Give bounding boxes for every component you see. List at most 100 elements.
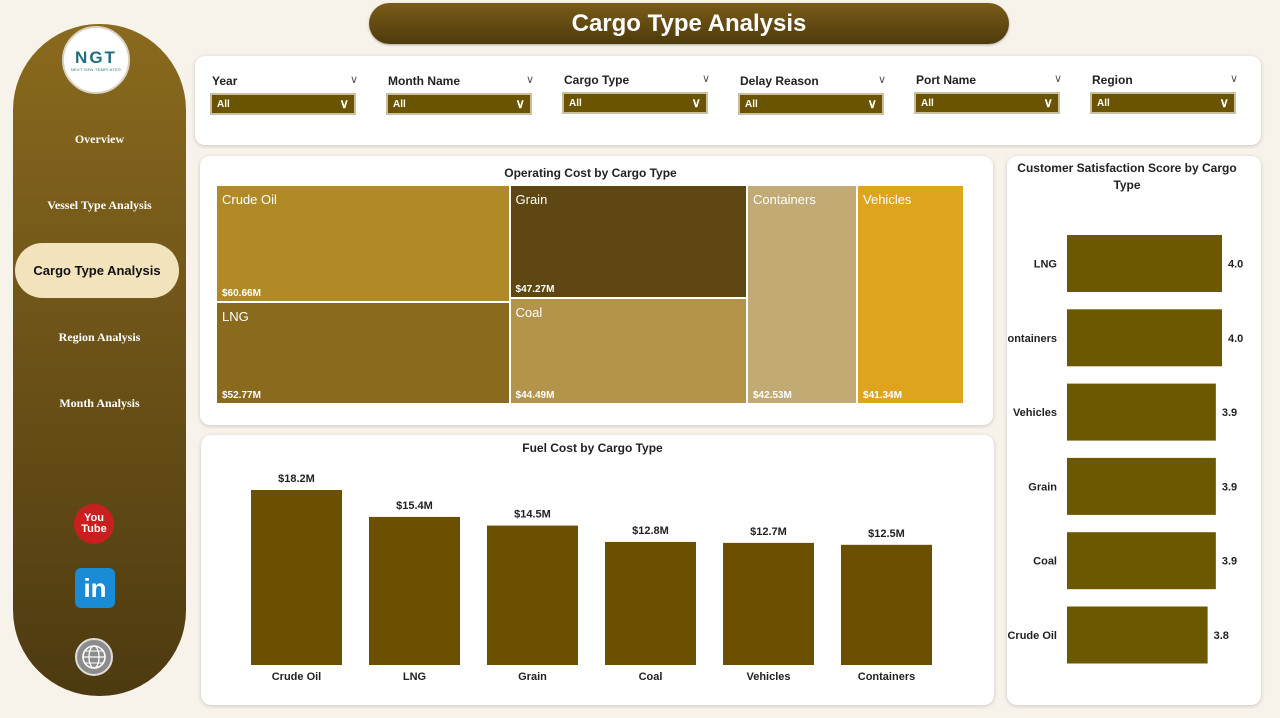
nav-month-analysis[interactable]: Month Analysis bbox=[59, 396, 140, 410]
fuel-bar-label: $18.2M bbox=[278, 473, 315, 485]
satisfaction-bar-crude-oil[interactable] bbox=[1067, 606, 1208, 664]
chevron-down-icon[interactable]: ∨ bbox=[701, 73, 710, 85]
chevron-down-icon[interactable]: ∨ bbox=[1053, 73, 1062, 85]
youtube-label: You Tube bbox=[81, 512, 107, 535]
tile-value: $60.66M bbox=[222, 288, 261, 300]
satisfaction-bar-coal[interactable] bbox=[1067, 532, 1216, 590]
tile-value: $44.49M bbox=[515, 389, 555, 401]
youtube-icon[interactable]: You Tube bbox=[74, 504, 114, 544]
logo: NGT NEXT GEN TEMPLATES bbox=[62, 26, 130, 94]
filter-value: All bbox=[745, 99, 758, 110]
satisfaction-bar-grain[interactable] bbox=[1067, 457, 1216, 515]
filter-dropdown[interactable]: All ∨ bbox=[386, 93, 532, 115]
fuel-bar-lng[interactable] bbox=[369, 516, 460, 665]
filter-label: Port Name bbox=[916, 73, 977, 87]
filter-value: All bbox=[921, 98, 934, 109]
logo-text: NGT bbox=[75, 47, 117, 67]
filter-label: Delay Reason bbox=[740, 74, 819, 88]
fuel-category-label: Containers bbox=[858, 671, 915, 683]
tile-value: $41.34M bbox=[863, 390, 902, 401]
satisfaction-value-label: 3.9 bbox=[1222, 481, 1237, 493]
fuel-bar-vehicles[interactable] bbox=[723, 542, 814, 665]
operating-cost-treemap: Crude Oil $60.66M LNG $52.77M Grain $47.27M Co… bbox=[216, 185, 964, 404]
nav-cargo-type-analysis[interactable]: Cargo Type Analysis bbox=[15, 243, 179, 298]
treemap-tile-coal[interactable]: Coal $44.49M bbox=[509, 297, 747, 404]
chevron-down-icon[interactable]: ∨ bbox=[349, 74, 358, 86]
satisfaction-bar-vehicles[interactable] bbox=[1067, 383, 1216, 441]
filter-label: Year bbox=[212, 74, 238, 88]
satisfaction-bar-lng[interactable] bbox=[1067, 235, 1222, 292]
treemap-tile-grain[interactable]: Grain $47.27M bbox=[509, 185, 747, 298]
filter-panel: Year ∨ All ∨ Month Name ∨ All ∨ Cargo Type ∨ All ∨ D… bbox=[195, 56, 1261, 145]
operating-cost-title: Operating Cost by Cargo Type bbox=[504, 166, 677, 180]
fuel-cost-title: Fuel Cost by Cargo Type bbox=[522, 441, 663, 455]
filter-dropdown[interactable]: All ∨ bbox=[738, 93, 884, 115]
fuel-category-label: Grain bbox=[518, 671, 547, 683]
filter-dropdown[interactable]: All ∨ bbox=[562, 92, 708, 114]
satisfaction-chart: LNG 4.0 Containers 4.0 Vehicles 3.9 Grain 3.9 Co… bbox=[1007, 235, 1243, 664]
chevron-down-icon[interactable]: ∨ bbox=[877, 74, 886, 86]
fuel-category-label: Crude Oil bbox=[272, 671, 322, 683]
fuel-category-label: Coal bbox=[639, 671, 663, 683]
filter-label: Region bbox=[1092, 73, 1133, 87]
satisfaction-bar-containers[interactable] bbox=[1067, 309, 1222, 367]
satisfaction-value-label: 4.0 bbox=[1228, 333, 1243, 345]
fuel-bar-label: $12.7M bbox=[750, 526, 787, 538]
filter-dropdown[interactable]: All ∨ bbox=[1090, 92, 1236, 114]
page-title: Cargo Type Analysis bbox=[369, 3, 1009, 44]
fuel-bar-label: $12.8M bbox=[632, 525, 669, 537]
nav-vessel-type-analysis[interactable]: Vessel Type Analysis bbox=[47, 198, 152, 212]
fuel-category-label: Vehicles bbox=[746, 671, 790, 683]
filter-value: All bbox=[569, 98, 582, 109]
satisfaction-category-label: Coal bbox=[1033, 556, 1057, 568]
linkedin-icon[interactable]: in bbox=[75, 568, 115, 608]
fuel-category-label: LNG bbox=[403, 671, 426, 683]
linkedin-label: in bbox=[83, 572, 107, 603]
tile-name: Crude Oil bbox=[222, 192, 277, 207]
treemap-tile-lng[interactable]: LNG $52.77M bbox=[216, 302, 510, 404]
filter-label: Cargo Type bbox=[564, 73, 630, 87]
sidebar: NGT NEXT GEN TEMPLATES Overview Vessel T… bbox=[13, 24, 186, 696]
caret-down-icon: ∨ bbox=[1043, 95, 1053, 110]
chevron-down-icon[interactable]: ∨ bbox=[525, 74, 534, 86]
caret-down-icon: ∨ bbox=[1219, 95, 1229, 110]
filter-value: All bbox=[1097, 98, 1110, 109]
tile-name: LNG bbox=[222, 309, 249, 325]
fuel-bar-crude-oil[interactable] bbox=[251, 490, 342, 665]
globe-icon[interactable] bbox=[75, 638, 113, 676]
satisfaction-category-label: Grain bbox=[1028, 481, 1057, 493]
tile-name: Vehicles bbox=[863, 192, 912, 207]
logo-subtitle: NEXT GEN TEMPLATES bbox=[70, 66, 122, 72]
satisfaction-title: Customer Satisfaction Score by Cargo Typ… bbox=[1017, 161, 1237, 192]
filter-dropdown[interactable]: All ∨ bbox=[210, 93, 356, 115]
fuel-bar-grain[interactable] bbox=[487, 525, 578, 665]
filter-dropdown[interactable]: All ∨ bbox=[914, 92, 1060, 114]
satisfaction-value-label: 4.0 bbox=[1228, 259, 1243, 271]
fuel-bar-containers[interactable] bbox=[841, 544, 932, 665]
caret-down-icon: ∨ bbox=[867, 96, 877, 111]
chevron-down-icon[interactable]: ∨ bbox=[1229, 73, 1238, 85]
nav-region-analysis[interactable]: Region Analysis bbox=[58, 330, 141, 344]
tile-value: $47.27M bbox=[515, 283, 555, 295]
filter-value: All bbox=[217, 99, 230, 110]
fuel-bar-coal[interactable] bbox=[605, 541, 696, 665]
fuel-cost-chart: $18.2M Crude Oil $15.4M LNG $14.5M Grain $12.8… bbox=[251, 473, 932, 683]
nav-overview[interactable]: Overview bbox=[74, 132, 125, 146]
treemap-tile-containers[interactable]: Containers $42.53M bbox=[746, 185, 858, 404]
tile-value: $42.53M bbox=[752, 390, 792, 401]
operating-cost-card: Operating Cost by Cargo Type Crude Oil $6… bbox=[200, 156, 993, 425]
caret-down-icon: ∨ bbox=[691, 95, 701, 110]
treemap-tile-vehicles[interactable]: Vehicles $41.34M bbox=[857, 185, 964, 404]
satisfaction-value-label: 3.9 bbox=[1222, 407, 1237, 419]
satisfaction-card: Customer Satisfaction Score by Cargo Typ… bbox=[1007, 156, 1261, 705]
fuel-bar-label: $12.5M bbox=[868, 528, 905, 540]
tile-name: Coal bbox=[515, 304, 543, 320]
satisfaction-category-label: Crude Oil bbox=[1007, 630, 1057, 642]
filter-label: Month Name bbox=[388, 74, 460, 88]
satisfaction-category-label: LNG bbox=[1034, 259, 1057, 271]
treemap-tile-crude-oil[interactable]: Crude Oil $60.66M bbox=[216, 185, 510, 303]
tile-name: Containers bbox=[752, 192, 816, 207]
satisfaction-value-label: 3.8 bbox=[1214, 630, 1229, 642]
fuel-cost-card: Fuel Cost by Cargo Type $18.2M Crude Oil $… bbox=[201, 435, 994, 705]
caret-down-icon: ∨ bbox=[515, 96, 525, 111]
